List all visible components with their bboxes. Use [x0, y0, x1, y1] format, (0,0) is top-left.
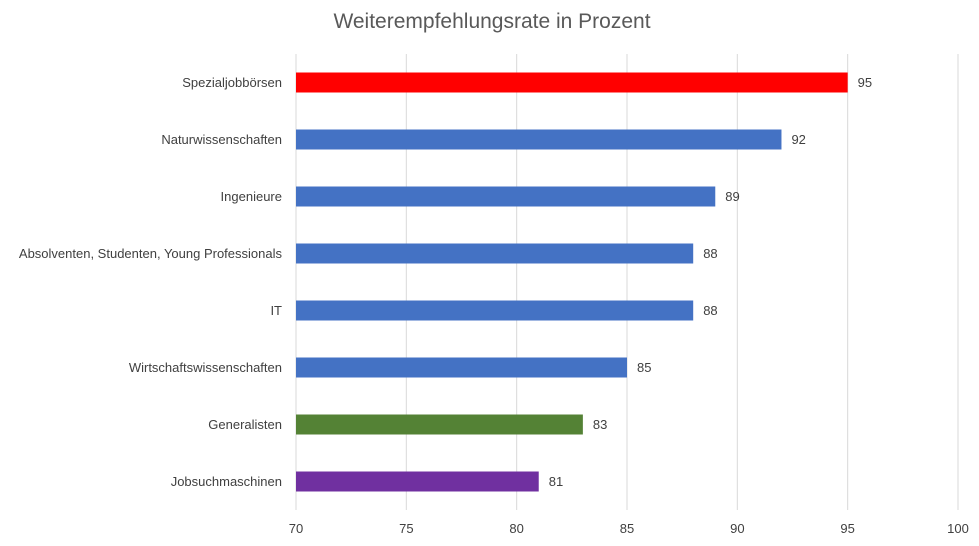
- data-label: 83: [593, 417, 607, 432]
- data-label: 88: [703, 246, 717, 261]
- x-tick-label: 75: [399, 521, 413, 536]
- bar: [296, 129, 782, 150]
- x-tick-label: 100: [947, 521, 969, 536]
- category-labels: Spezialjobbörsen Naturwissenschaften Ingen…: [19, 75, 283, 489]
- x-tick-label: 95: [840, 521, 854, 536]
- bar: [296, 72, 848, 93]
- x-axis-ticks: 70 75 80 85 90 95 100: [289, 521, 969, 536]
- bar: [296, 471, 539, 492]
- x-tick-label: 90: [730, 521, 744, 536]
- chart-title: Weiterempfehlungsrate in Prozent: [333, 10, 650, 33]
- data-label: 85: [637, 360, 651, 375]
- bars: [296, 72, 848, 492]
- bar: [296, 243, 694, 264]
- category-label: Spezialjobbörsen: [182, 75, 282, 90]
- data-labels: 95 92 89 88 88 85 83 81: [549, 75, 872, 489]
- x-tick-label: 80: [509, 521, 523, 536]
- x-tick-label: 70: [289, 521, 303, 536]
- category-label: Ingenieure: [221, 189, 282, 204]
- gridlines: [295, 54, 959, 510]
- data-label: 88: [703, 303, 717, 318]
- category-label: Jobsuchmaschinen: [171, 474, 282, 489]
- data-label: 89: [725, 189, 739, 204]
- bar: [296, 357, 627, 378]
- category-label: IT: [270, 303, 282, 318]
- data-label: 92: [791, 132, 805, 147]
- category-label: Generalisten: [208, 417, 282, 432]
- x-tick-label: 85: [620, 521, 634, 536]
- bar: [296, 300, 694, 321]
- data-label: 81: [549, 474, 563, 489]
- category-label: Wirtschaftswissenschaften: [129, 360, 282, 375]
- bar: [296, 414, 583, 435]
- category-label: Absolventen, Studenten, Young Profession…: [19, 246, 283, 261]
- bar: [296, 186, 716, 207]
- category-label: Naturwissenschaften: [161, 132, 282, 147]
- data-label: 95: [858, 75, 872, 90]
